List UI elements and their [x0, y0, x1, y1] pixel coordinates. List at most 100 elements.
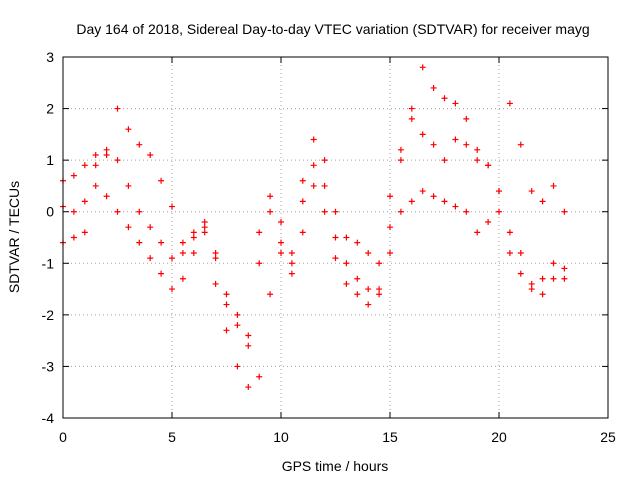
data-point	[245, 332, 252, 339]
x-tick-label: 20	[491, 429, 507, 445]
data-point	[419, 131, 426, 138]
data-point	[430, 141, 437, 148]
data-point	[103, 193, 110, 200]
data-point	[474, 229, 481, 236]
data-point	[158, 177, 165, 184]
data-point	[528, 188, 535, 195]
data-point	[223, 327, 230, 334]
data-point	[332, 255, 339, 262]
data-point	[463, 115, 470, 122]
data-point	[354, 291, 361, 298]
data-point	[70, 208, 77, 215]
data-point	[550, 275, 557, 282]
data-point	[114, 157, 121, 164]
x-tick-label: 5	[168, 429, 176, 445]
data-point	[136, 141, 143, 148]
data-point	[506, 100, 513, 107]
data-points	[60, 64, 568, 391]
data-point	[267, 208, 274, 215]
data-point	[223, 301, 230, 308]
data-point	[550, 182, 557, 189]
y-tick-label: 0	[46, 204, 54, 220]
plot-frame	[62, 56, 609, 419]
data-point	[201, 229, 208, 236]
series-track-a	[60, 146, 568, 339]
data-point	[201, 219, 208, 226]
data-point	[158, 239, 165, 246]
y-tick-label: -3	[42, 358, 55, 374]
data-point	[332, 234, 339, 241]
data-point	[376, 291, 383, 298]
data-point	[528, 286, 535, 293]
data-point	[419, 64, 426, 71]
data-point	[496, 188, 502, 195]
chart-title: Day 164 of 2018, Sidereal Day-to-day VTE…	[76, 21, 589, 37]
y-tick-label: -2	[42, 307, 55, 323]
data-point	[136, 208, 143, 215]
data-point	[441, 198, 448, 205]
data-point	[365, 301, 372, 308]
data-point	[430, 84, 437, 91]
data-point	[485, 162, 492, 169]
data-point	[387, 193, 393, 200]
data-point	[397, 157, 404, 164]
y-tick-label: -1	[42, 255, 55, 271]
data-point	[234, 311, 241, 318]
data-point	[387, 224, 393, 231]
data-point	[92, 162, 99, 169]
data-point	[169, 286, 175, 293]
data-point	[354, 275, 361, 282]
data-point	[267, 291, 274, 298]
data-point	[441, 95, 448, 102]
data-point	[517, 249, 524, 256]
series-track-b	[60, 64, 568, 391]
data-point	[114, 208, 121, 215]
data-point	[550, 260, 557, 267]
data-point	[561, 208, 568, 215]
data-point	[452, 100, 459, 107]
data-point	[267, 193, 274, 200]
data-point	[245, 384, 252, 391]
data-point	[376, 260, 383, 267]
data-point	[223, 291, 230, 298]
data-point	[310, 162, 317, 169]
data-point	[256, 373, 263, 380]
data-point	[158, 270, 165, 277]
data-point	[517, 270, 524, 277]
data-point	[321, 208, 328, 215]
data-point	[299, 198, 306, 205]
data-point	[561, 265, 568, 272]
y-tick-label: 1	[46, 152, 54, 168]
data-point	[288, 249, 295, 256]
data-point	[278, 249, 284, 256]
data-point	[103, 146, 110, 153]
data-point	[245, 342, 252, 349]
data-point	[278, 239, 284, 246]
data-point	[288, 260, 295, 267]
data-point	[310, 136, 317, 143]
data-point	[387, 249, 393, 256]
data-point	[485, 219, 492, 226]
data-point	[212, 255, 219, 262]
y-tick-label: -4	[42, 410, 55, 426]
data-point	[506, 249, 513, 256]
x-tick-label: 10	[273, 429, 289, 445]
data-point	[278, 219, 284, 226]
series-track-c	[60, 100, 568, 349]
data-point	[299, 229, 306, 236]
data-point	[397, 208, 404, 215]
x-axis-label: GPS time / hours	[282, 458, 389, 474]
data-point	[81, 229, 88, 236]
data-point	[81, 198, 88, 205]
data-point	[376, 286, 383, 293]
data-point	[125, 224, 132, 231]
data-point	[103, 151, 110, 158]
data-point	[136, 239, 143, 246]
data-point	[256, 229, 263, 236]
data-point	[321, 157, 328, 164]
data-point	[354, 239, 361, 246]
data-point	[332, 208, 339, 215]
data-point	[212, 280, 219, 287]
data-point	[212, 249, 219, 256]
y-axis-label: SDTVAR / TECUs	[6, 181, 22, 293]
